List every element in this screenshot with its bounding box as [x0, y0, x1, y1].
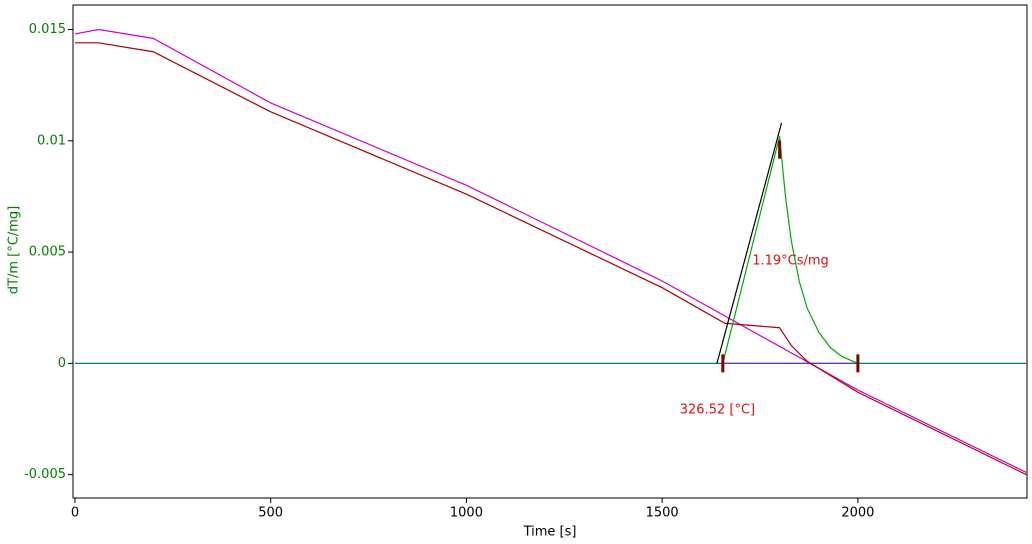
- y-tick-label: 0: [58, 356, 66, 371]
- line-series: [74, 28, 1027, 473]
- y-tick-label: -0.005: [24, 467, 66, 482]
- marker: [856, 354, 860, 373]
- y-tick-label: 0.005: [29, 245, 66, 260]
- y-tick-label: 0.015: [29, 22, 66, 37]
- plot-frame: [72, 4, 1028, 499]
- line-series: [716, 122, 783, 364]
- y-axis-label: dT/m [°C/mg]: [7, 206, 22, 294]
- annotation: 326.52 [°C]: [680, 403, 755, 418]
- annotation: 1.19°Cs/mg: [752, 253, 829, 268]
- x-axis-label: Time [s]: [523, 525, 577, 540]
- x-tick-label: 1000: [450, 506, 483, 521]
- x-tick-label: 1500: [646, 506, 679, 521]
- line-series: [74, 42, 1027, 476]
- x-tick-label: 500: [258, 506, 283, 521]
- x-tick-label: 2000: [841, 506, 874, 521]
- y-tick-label: 0.01: [37, 133, 66, 148]
- line-series: [722, 136, 859, 364]
- x-tick-label: 0: [71, 506, 79, 521]
- marker: [721, 354, 725, 373]
- marker: [778, 140, 782, 159]
